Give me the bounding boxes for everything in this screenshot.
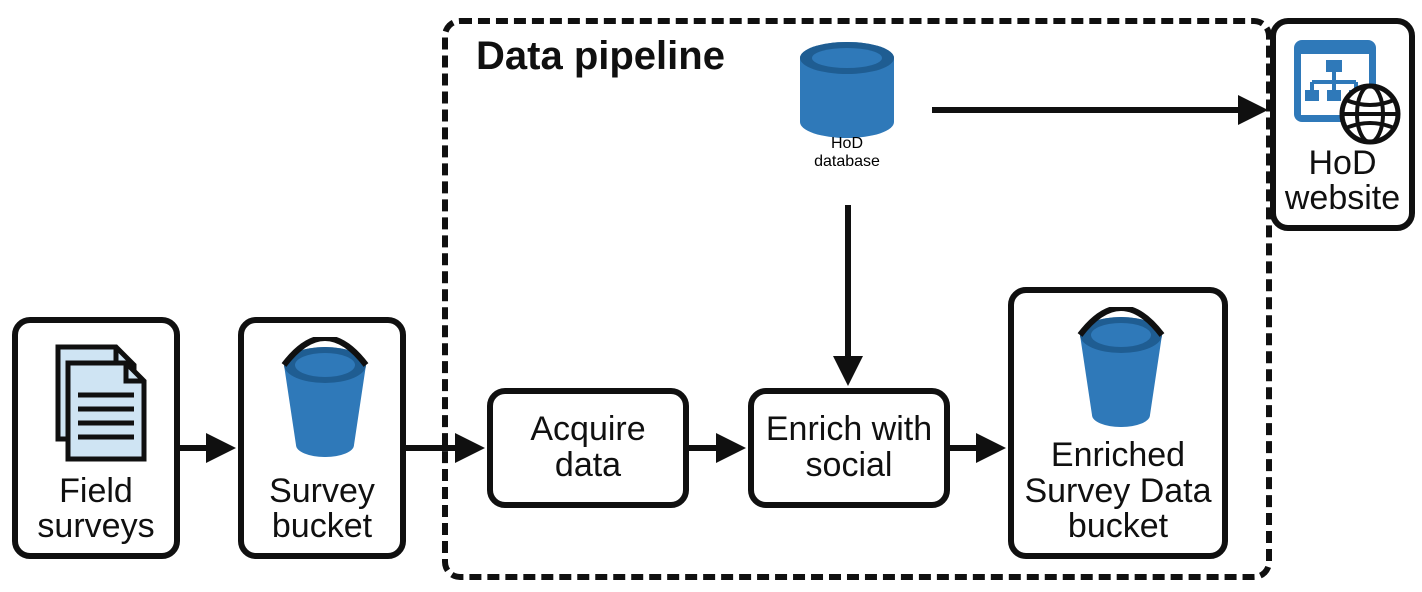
node-label: Survey bucket [269, 474, 375, 545]
node-hod-database: HoD database [762, 40, 932, 205]
bucket-icon [1066, 307, 1176, 427]
website-icon [1290, 36, 1402, 146]
documents-icon [40, 335, 160, 465]
node-acquire-data: Acquire data [487, 388, 689, 508]
node-label: Acquire data [530, 412, 645, 483]
node-label: Enrich with social [766, 412, 932, 483]
database-icon [792, 40, 902, 140]
node-label: HoD database [762, 135, 932, 171]
node-enrich-social: Enrich with social [748, 388, 950, 508]
pipeline-title: Data pipeline [476, 34, 725, 79]
node-enriched-bucket: Enriched Survey Data bucket [1008, 287, 1228, 559]
node-label: Enriched Survey Data bucket [1024, 438, 1211, 545]
flowchart-canvas: Data pipeline Field surveys [0, 0, 1422, 592]
node-survey-bucket: Survey bucket [238, 317, 406, 559]
node-hod-website: HoD website [1270, 18, 1415, 231]
bucket-icon [270, 337, 380, 457]
node-label: HoD website [1285, 146, 1400, 217]
node-label: Field surveys [37, 474, 154, 545]
node-field-surveys: Field surveys [12, 317, 180, 559]
